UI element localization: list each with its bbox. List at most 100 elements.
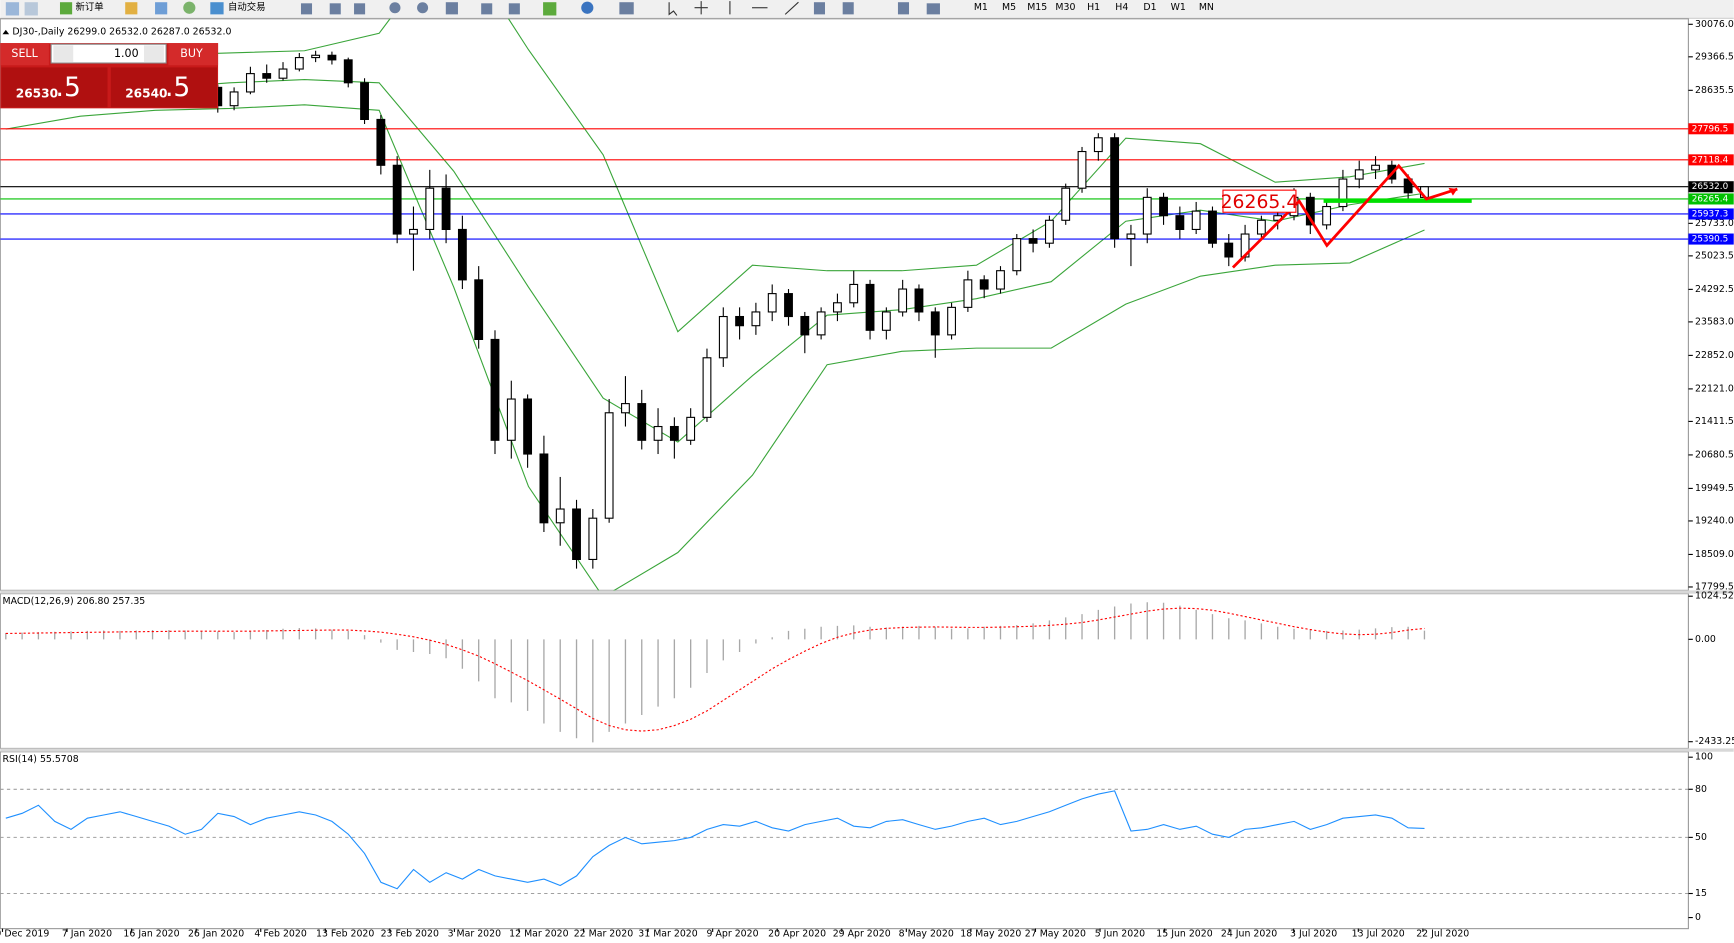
candle-body xyxy=(490,338,500,441)
new-order-icon[interactable] xyxy=(59,2,73,15)
candle-body xyxy=(1191,210,1201,231)
candle-body xyxy=(1093,137,1103,153)
candle-body xyxy=(653,425,663,441)
candle-body xyxy=(278,68,288,79)
sell-price[interactable]: 26530 xyxy=(16,86,58,100)
volume-input[interactable] xyxy=(50,43,167,64)
candle-body xyxy=(702,357,712,418)
cursor-icon[interactable] xyxy=(668,2,678,16)
y-tick-label: 25023.5 xyxy=(1695,250,1734,261)
timeframe-button[interactable]: D1 xyxy=(1143,2,1156,13)
volume-up[interactable] xyxy=(143,45,164,62)
candle-body xyxy=(735,315,745,327)
y-tick-label: 100 xyxy=(1695,752,1713,763)
icon[interactable] xyxy=(813,2,825,15)
x-tick-label: 20 Apr 2020 xyxy=(768,929,826,940)
x-tick-label: 22 Jul 2020 xyxy=(1416,929,1469,940)
x-tick-label: 31 Mar 2020 xyxy=(638,929,697,940)
x-tick-label: 9 Apr 2020 xyxy=(707,929,759,940)
icon[interactable] xyxy=(125,2,138,15)
timeframe-button[interactable]: MN xyxy=(1199,2,1214,13)
buy-label[interactable]: BUY xyxy=(180,47,203,60)
icon[interactable] xyxy=(354,3,366,15)
icon[interactable] xyxy=(389,2,401,14)
collapse-icon[interactable] xyxy=(2,29,10,35)
candle-body xyxy=(669,425,679,441)
timeframe-button[interactable]: M1 xyxy=(974,2,988,13)
volume-down[interactable] xyxy=(53,45,74,62)
timeframe-button[interactable]: W1 xyxy=(1171,2,1186,13)
timeframe-button[interactable]: M5 xyxy=(1002,2,1016,13)
buy-button[interactable] xyxy=(168,43,219,66)
candle-body xyxy=(1208,210,1217,244)
candle-body xyxy=(360,82,369,121)
icon[interactable] xyxy=(897,2,910,15)
candle-body xyxy=(767,293,777,313)
candle-body xyxy=(1175,215,1185,231)
x-tick-label: 24 Jun 2020 xyxy=(1221,929,1277,940)
y-tick-label: 25733.0 xyxy=(1695,218,1734,229)
icon[interactable] xyxy=(784,1,799,15)
icon[interactable] xyxy=(481,3,493,15)
candle-body xyxy=(898,288,908,313)
timeframe-button[interactable]: M30 xyxy=(1055,2,1075,13)
macd-plot xyxy=(5,602,1426,743)
price-label-bg xyxy=(1688,123,1734,135)
auto-trading-icon[interactable] xyxy=(210,2,224,15)
y-tick-label: 0 xyxy=(1695,912,1701,923)
buy-price[interactable]: 26540 xyxy=(125,86,167,100)
x-tick-label: 13 Jul 2020 xyxy=(1352,929,1405,940)
icon[interactable] xyxy=(619,2,634,15)
y-tick-label: 22852.0 xyxy=(1695,350,1734,361)
volume-value[interactable]: 1.00 xyxy=(114,47,139,60)
icon[interactable] xyxy=(508,3,520,15)
icon[interactable] xyxy=(329,3,341,15)
price-label: 25390.5 xyxy=(1692,235,1729,245)
icon[interactable] xyxy=(155,2,168,15)
crosshair-icon[interactable] xyxy=(694,1,708,15)
timeframe-button[interactable]: H1 xyxy=(1087,2,1100,13)
x-tick-label: 22 Mar 2020 xyxy=(574,929,633,940)
icon[interactable] xyxy=(445,2,458,15)
buy-pips[interactable]: .5 xyxy=(165,72,190,103)
x-tick-label: 9 Dec 2019 xyxy=(0,929,49,940)
icon[interactable] xyxy=(926,3,940,15)
icon[interactable] xyxy=(300,3,313,15)
candle-body xyxy=(457,228,467,281)
candle-body xyxy=(539,453,549,524)
candle-body xyxy=(1159,196,1168,217)
icon[interactable] xyxy=(5,2,20,16)
icon[interactable] xyxy=(581,1,594,14)
candle-body xyxy=(555,508,565,524)
price-label-bg xyxy=(1688,181,1734,193)
icon[interactable] xyxy=(417,2,429,14)
timeframe-button[interactable]: H4 xyxy=(1115,2,1128,13)
timeframe-button[interactable]: M15 xyxy=(1027,2,1047,13)
candle-body xyxy=(963,279,973,308)
icon[interactable] xyxy=(183,1,196,14)
sell-price-box[interactable] xyxy=(1,67,108,108)
icon[interactable] xyxy=(543,2,557,16)
sell-label[interactable]: SELL xyxy=(11,47,38,60)
macd-panel xyxy=(0,593,1689,749)
icon[interactable] xyxy=(842,2,854,15)
buy-price-box[interactable] xyxy=(110,67,217,108)
candle-body xyxy=(784,293,793,318)
candle-body xyxy=(425,187,435,231)
candle-body xyxy=(376,118,386,166)
x-tick-label: 23 Feb 2020 xyxy=(381,929,439,940)
sell-pips[interactable]: .5 xyxy=(56,72,81,103)
candle-body xyxy=(621,403,630,414)
y-tick-label: 24292.5 xyxy=(1695,284,1734,295)
candle-body xyxy=(311,54,321,59)
icon[interactable] xyxy=(24,2,38,16)
candle-body xyxy=(229,91,239,107)
rsi-title: RSI(14) 55.5708 xyxy=(2,754,78,765)
x-tick-label: 13 Feb 2020 xyxy=(316,929,374,940)
auto-trading-button[interactable]: 自动交易 xyxy=(228,1,266,13)
candle-body xyxy=(1338,178,1348,208)
new-order-button[interactable]: 新订单 xyxy=(75,1,103,13)
sell-button[interactable] xyxy=(0,43,49,66)
candle-body xyxy=(294,57,304,70)
